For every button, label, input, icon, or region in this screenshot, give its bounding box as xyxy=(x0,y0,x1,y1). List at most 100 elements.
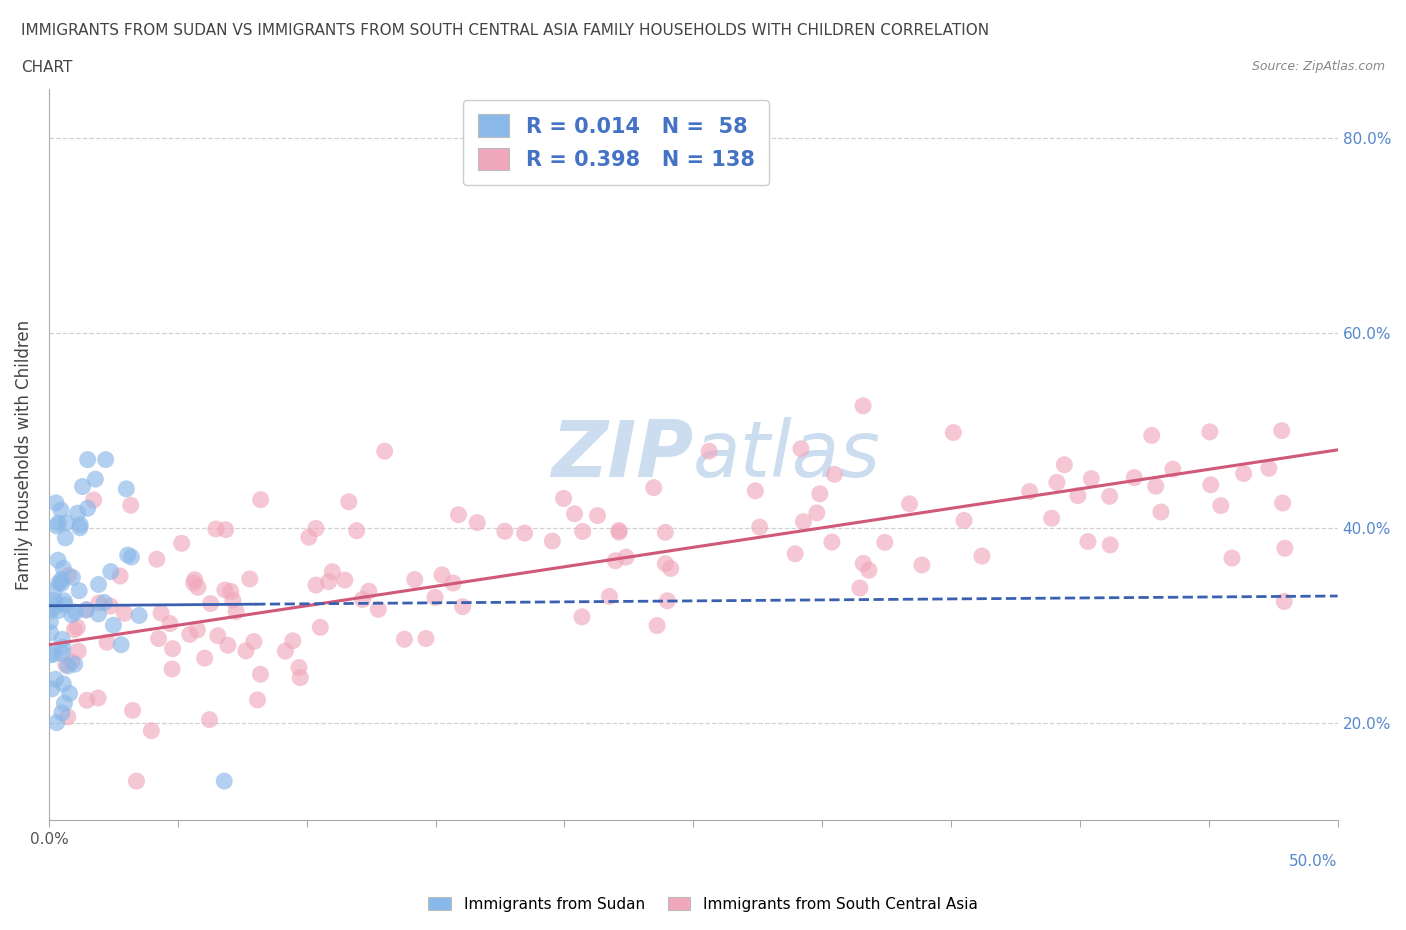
Point xyxy=(76,603,98,618)
Point xyxy=(744,484,766,498)
Point xyxy=(942,425,965,440)
Point xyxy=(184,572,207,587)
Point xyxy=(212,774,235,789)
Point xyxy=(513,525,536,540)
Point xyxy=(76,693,98,708)
Point xyxy=(1199,477,1222,492)
Point xyxy=(657,593,679,608)
Point xyxy=(55,658,77,672)
Point xyxy=(852,556,875,571)
Point xyxy=(281,633,304,648)
Text: atlas: atlas xyxy=(693,417,882,493)
Point xyxy=(1271,496,1294,511)
Point xyxy=(42,646,65,661)
Point xyxy=(243,634,266,649)
Point xyxy=(246,692,269,707)
Point xyxy=(121,703,143,718)
Point xyxy=(65,604,87,619)
Point xyxy=(46,552,69,567)
Point xyxy=(194,651,217,666)
Point xyxy=(76,452,98,467)
Point xyxy=(821,535,844,550)
Point xyxy=(55,515,77,530)
Point xyxy=(146,551,169,566)
Point xyxy=(346,524,368,538)
Point xyxy=(75,603,97,618)
Point xyxy=(51,631,73,646)
Point xyxy=(873,535,896,550)
Point xyxy=(170,536,193,551)
Point xyxy=(44,671,66,686)
Point xyxy=(207,629,229,644)
Point xyxy=(114,605,136,620)
Point xyxy=(1099,538,1122,552)
Point xyxy=(45,496,67,511)
Point xyxy=(607,523,630,538)
Point xyxy=(465,515,488,530)
Point xyxy=(69,521,91,536)
Point xyxy=(1140,428,1163,443)
Point xyxy=(1077,534,1099,549)
Point xyxy=(76,501,98,516)
Point xyxy=(215,523,238,538)
Point xyxy=(60,655,83,670)
Point xyxy=(39,604,62,618)
Point xyxy=(48,604,70,618)
Point xyxy=(541,534,564,549)
Point xyxy=(69,517,91,532)
Point xyxy=(1272,594,1295,609)
Point xyxy=(614,550,637,565)
Point xyxy=(63,622,86,637)
Point xyxy=(290,671,312,685)
Point xyxy=(404,572,426,587)
Point xyxy=(415,631,437,646)
Point xyxy=(494,524,516,538)
Point xyxy=(125,774,148,789)
Point xyxy=(898,497,921,512)
Point xyxy=(249,667,271,682)
Point xyxy=(911,558,934,573)
Point xyxy=(352,592,374,607)
Point xyxy=(607,525,630,539)
Point xyxy=(41,682,63,697)
Point xyxy=(792,514,814,529)
Point xyxy=(1271,423,1294,438)
Point xyxy=(447,507,470,522)
Point xyxy=(1040,511,1063,525)
Point xyxy=(451,599,474,614)
Point xyxy=(98,599,121,614)
Point xyxy=(1257,461,1279,476)
Point xyxy=(318,574,340,589)
Point xyxy=(44,593,66,608)
Point xyxy=(52,676,75,691)
Point xyxy=(187,580,209,595)
Point xyxy=(1161,462,1184,477)
Point xyxy=(337,495,360,510)
Point xyxy=(186,622,208,637)
Point xyxy=(970,549,993,564)
Point xyxy=(51,572,73,587)
Point xyxy=(87,577,110,591)
Point xyxy=(39,647,62,662)
Point xyxy=(571,524,593,538)
Point xyxy=(56,710,79,724)
Point xyxy=(654,525,676,539)
Point xyxy=(1220,551,1243,565)
Point xyxy=(643,480,665,495)
Point xyxy=(162,641,184,656)
Y-axis label: Family Households with Children: Family Households with Children xyxy=(15,320,32,590)
Point xyxy=(1123,471,1146,485)
Point xyxy=(45,715,67,730)
Point xyxy=(87,691,110,706)
Point xyxy=(298,530,321,545)
Point xyxy=(790,442,813,457)
Point xyxy=(72,479,94,494)
Point xyxy=(179,627,201,642)
Point xyxy=(598,589,620,604)
Point xyxy=(62,570,84,585)
Point xyxy=(141,724,163,738)
Point xyxy=(239,572,262,587)
Point xyxy=(571,609,593,624)
Point xyxy=(1046,475,1069,490)
Point xyxy=(110,637,132,652)
